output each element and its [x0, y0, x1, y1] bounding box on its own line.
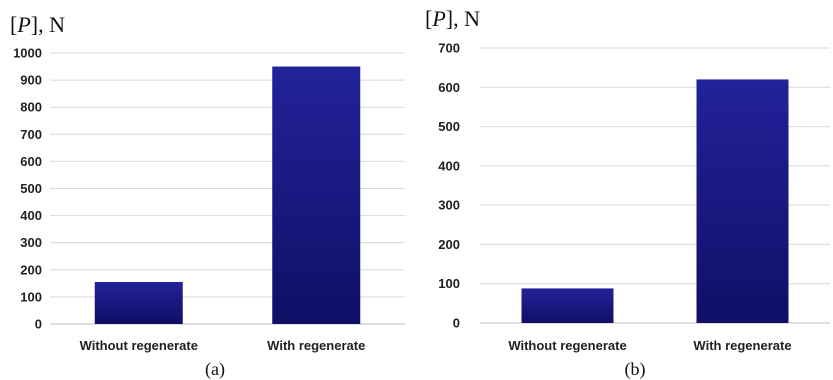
panel-label-b: (b)	[625, 359, 646, 380]
y-tick-label-a: 1000	[13, 46, 42, 61]
y-tick-label-a: 400	[20, 208, 42, 223]
y-tick-label-a: 500	[20, 181, 42, 196]
bar-b-2	[696, 79, 789, 323]
y-tick-labels-b: 0 100 200 300 400 500 600 700	[438, 41, 460, 331]
y-tick-label-b: 500	[438, 119, 460, 134]
category-labels-b: Without regenerate With regenerate	[508, 338, 791, 353]
y-tick-label-b: 600	[438, 80, 460, 95]
y-tick-label-b: 700	[438, 41, 460, 56]
y-tick-labels-a: 0 100 200 300 400 500 600 700 800 900 1000	[13, 46, 42, 332]
category-label-a-1: Without regenerate	[80, 338, 198, 353]
bar-a-2	[272, 66, 361, 325]
y-tick-label-b: 200	[438, 237, 460, 252]
y-tick-label-a: 200	[20, 262, 42, 277]
y-tick-label-a: 900	[20, 73, 42, 88]
y-axis-label-a: [P], N	[10, 12, 65, 37]
y-axis-label-b: [P], N	[425, 6, 480, 31]
y-tick-label-a: 800	[20, 100, 42, 115]
y-tick-label-a: 100	[20, 289, 42, 304]
y-tick-label-b: 100	[438, 276, 460, 291]
panel-label-a: (a)	[205, 359, 225, 380]
bars-a	[94, 66, 361, 325]
y-tick-label-a: 700	[20, 127, 42, 142]
bar-a-1	[94, 281, 183, 324]
bar-b-1	[521, 288, 614, 323]
y-tick-label-b: 0	[453, 316, 460, 331]
category-label-b-2: With regenerate	[693, 338, 791, 353]
category-label-b-1: Without regenerate	[508, 338, 626, 353]
y-tick-label-b: 400	[438, 158, 460, 173]
y-tick-label-a: 600	[20, 154, 42, 169]
y-tick-label-b: 300	[438, 198, 460, 213]
y-tick-label-a: 300	[20, 235, 42, 250]
category-label-a-2: With regenerate	[267, 338, 365, 353]
category-labels-a: Without regenerate With regenerate	[80, 338, 366, 353]
y-tick-label-a: 0	[35, 317, 42, 332]
chart-panel-a: [P], N 01002003004005006007008009001000 …	[10, 12, 405, 380]
bars-b	[521, 79, 789, 323]
chart-panel-b: [P], N 0 100 200 300 400 500 600 700 Without re…	[425, 6, 830, 380]
